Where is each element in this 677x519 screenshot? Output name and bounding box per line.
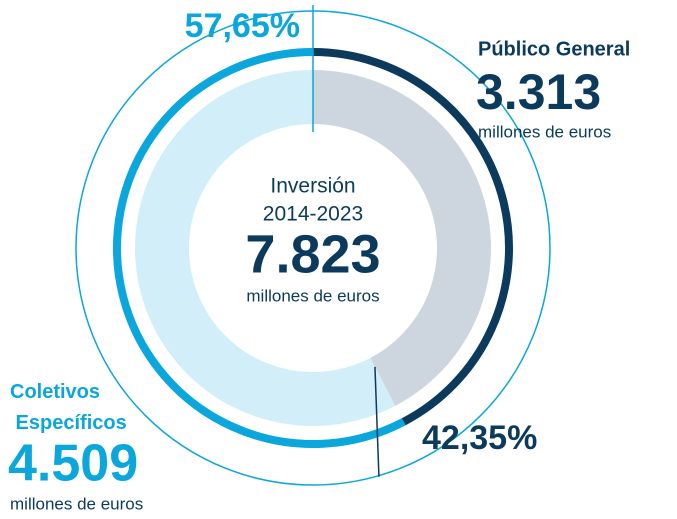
leader-line bbox=[374, 366, 380, 477]
center-total: 7.823 bbox=[245, 224, 380, 284]
donut-segment bbox=[313, 70, 491, 406]
legend-label: Coletivos Específicos bbox=[10, 381, 127, 434]
amount-label: 3.313 bbox=[476, 64, 601, 120]
value-label: 57,65% bbox=[185, 7, 300, 45]
unit-label: millones de euros bbox=[10, 494, 143, 513]
segment-ring bbox=[312, 48, 513, 426]
legend-label: Público General bbox=[478, 38, 630, 60]
center-period: 2014-2023 bbox=[263, 203, 363, 226]
value-label: 42,35% bbox=[422, 419, 537, 457]
amount-label: 4.509 bbox=[8, 435, 138, 493]
center-title: Inversión bbox=[270, 175, 355, 198]
center-unit: millones de euros bbox=[246, 286, 379, 305]
unit-label: millones de euros bbox=[478, 122, 611, 141]
segment-ring bbox=[113, 48, 406, 448]
donut-segment bbox=[134, 70, 396, 427]
